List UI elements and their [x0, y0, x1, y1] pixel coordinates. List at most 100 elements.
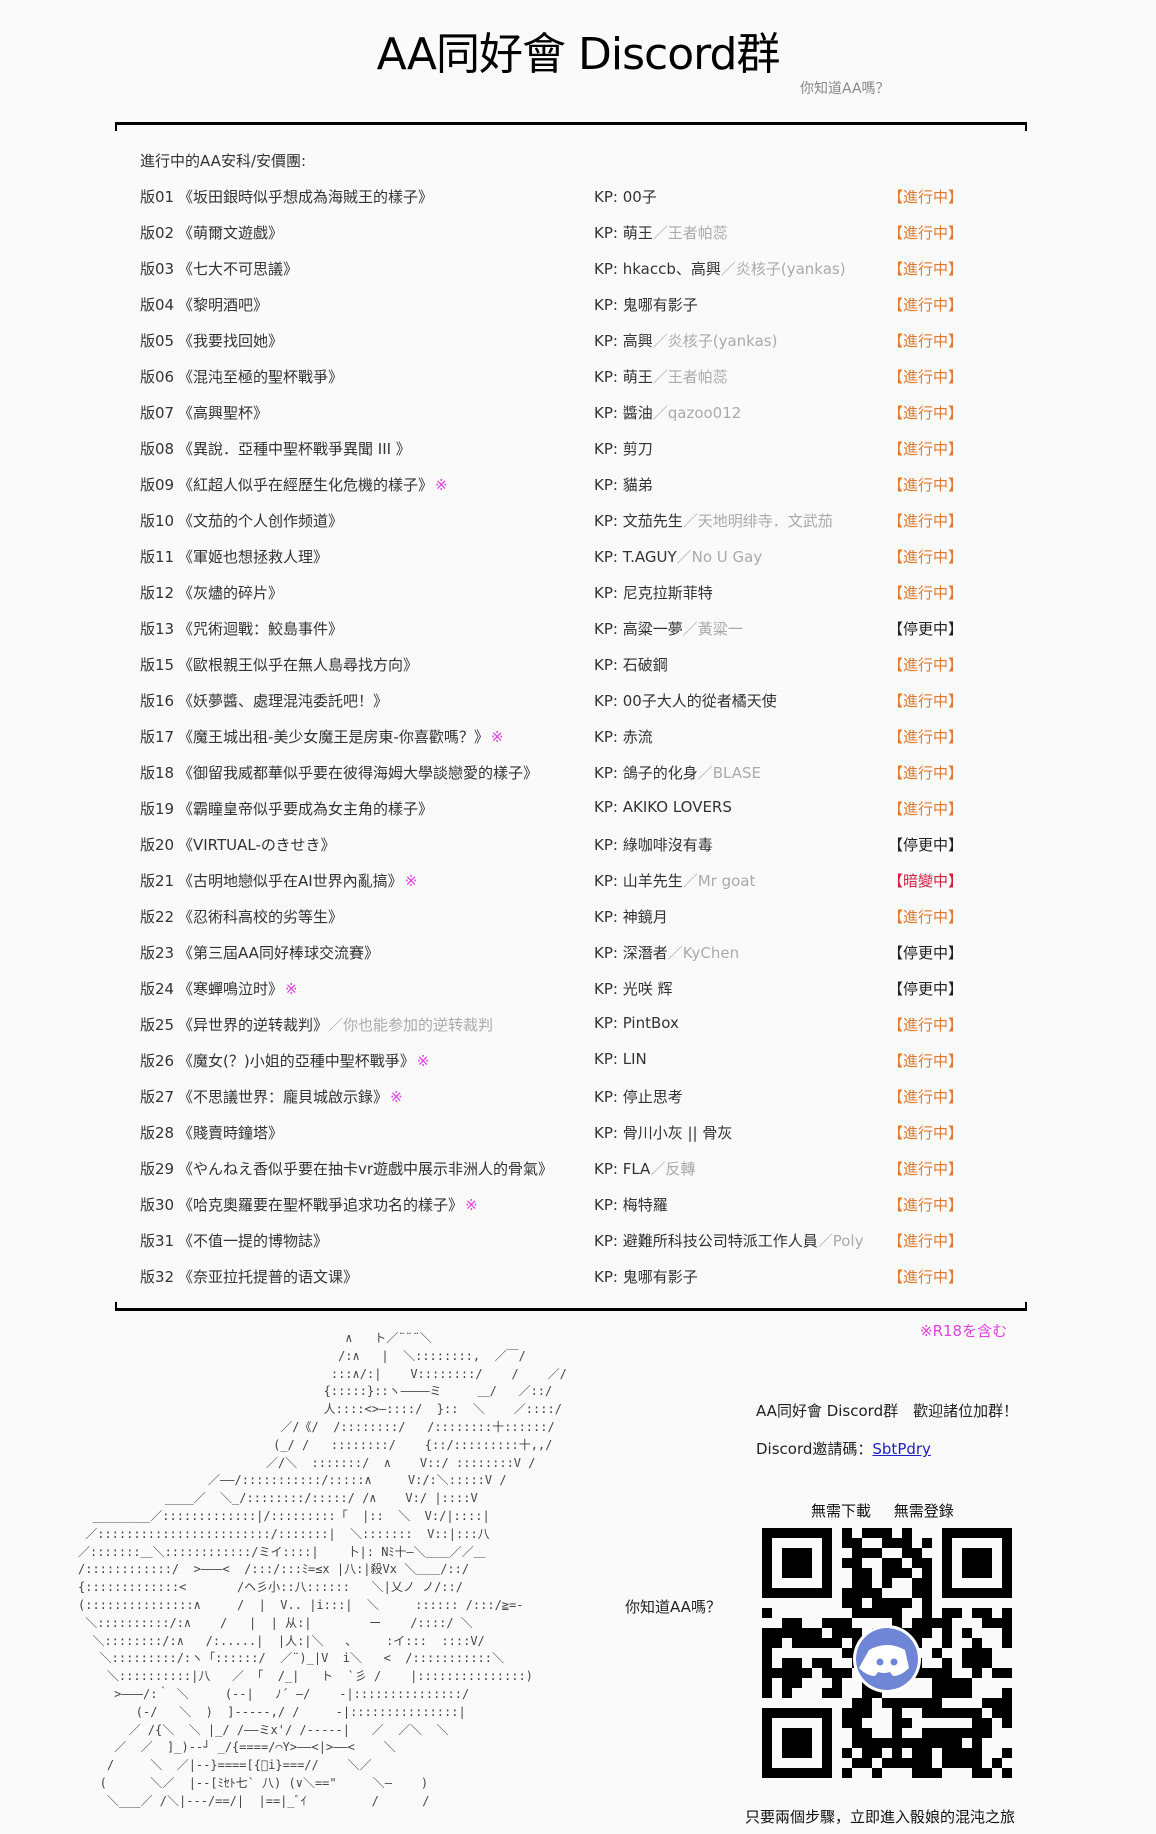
board-number: 版24 — [140, 980, 175, 998]
board-number: 版25 — [140, 1016, 175, 1034]
kp-alt: ／炎核子(yankas) — [720, 260, 846, 278]
status-badge: 【進行中】 — [888, 548, 964, 566]
session-title: 《坂田銀時似乎想成為海賊王的樣子》 — [178, 186, 433, 207]
kp-prefix: KP: — [594, 1232, 623, 1250]
kp-alt: ／Poly — [817, 1232, 864, 1250]
list-item: 版05 《我要找回她》 KP: 高興／炎核子(yankas) 【進行中】 — [140, 330, 990, 354]
kp-cell: KP: 醬油／qazoo012 — [594, 402, 741, 423]
session-title: 《萌爾文遊戲》 — [178, 222, 283, 243]
session-title: 《魔女(？)小姐的亞種中聖杯戰爭》 ※ — [178, 1050, 429, 1071]
kp-cell: KP: 避難所科技公司特派工作人員／Poly — [594, 1230, 863, 1251]
status-badge: 【進行中】 — [888, 692, 964, 710]
board-number: 版26 — [140, 1052, 175, 1070]
kp-prefix: KP: — [594, 440, 623, 458]
kp-cell: KP: 骨川小灰 || 骨灰 — [594, 1122, 732, 1143]
session-title: 《紅超人似乎在經歷生化危機的樣子》 ※ — [178, 474, 448, 495]
kp-name: 山羊先生 — [622, 872, 683, 890]
session-title: 《御留我威都華似乎要在彼得海姆大學談戀愛的樣子》 — [178, 762, 538, 783]
list-item: 版16 《妖夢醬、處理混沌委託吧！》 KP: 00子大人的從者橘天使 【進行中】 — [140, 690, 990, 714]
title-text: 《霸瞳皇帝似乎要成為女主角的樣子》 — [178, 800, 434, 818]
r18-mark: ※ — [285, 980, 298, 998]
kp-cell: KP: PintBox — [594, 1014, 679, 1032]
session-title: 《軍姬也想拯救人理》 — [178, 546, 328, 567]
kp-name: 剪刀 — [622, 440, 653, 458]
list-item: 版10 《文茄的个人创作频道》 KP: 文茄先生／天地明绯寺．文武茄 【進行中】 — [140, 510, 990, 534]
kp-prefix: KP: — [594, 1088, 623, 1106]
kp-cell: KP: 石破鋼 — [594, 654, 668, 675]
kp-alt: ／KyChen — [667, 944, 740, 962]
status-badge: 【進行中】 — [888, 260, 964, 278]
board-number: 版07 — [140, 404, 175, 422]
page-title: AA同好會 Discord群 — [376, 29, 781, 80]
kp-cell: KP: 高興／炎核子(yankas) — [594, 330, 777, 351]
qr-code[interactable] — [762, 1528, 1012, 1794]
status-badge: 【進行中】 — [888, 1160, 964, 1178]
list-item: 版28 《賤賣時鐘塔》 KP: 骨川小灰 || 骨灰 【進行中】 — [140, 1122, 990, 1146]
list-item: 版08 《異說．亞種中聖杯戰爭異聞 III 》 KP: 剪刀 【進行中】 — [140, 438, 990, 462]
kp-alt: ／王者帕蕊 — [652, 368, 728, 386]
title-text: 《坂田銀時似乎想成為海賊王的樣子》 — [178, 188, 434, 206]
list-item: 版31 《不值一提的博物誌》 KP: 避難所科技公司特派工作人員／Poly 【進行中】 — [140, 1230, 990, 1254]
list-item: 版27 《不思議世界：龐貝城啟示錄》 ※ KP: 停止思考 【進行中】 — [140, 1086, 990, 1110]
board-number: 版32 — [140, 1268, 175, 1286]
top-divider-left-cap — [115, 122, 117, 131]
board-number: 版17 — [140, 728, 175, 746]
status-badge: 【停更中】 — [888, 944, 964, 962]
session-title: 《奈亚拉托提普的语文课》 — [178, 1266, 358, 1287]
list-item: 版23 《第三屆AA同好棒球交流賽》 KP: 深潛者／KyChen 【停更中】 — [140, 942, 990, 966]
session-title: 《賤賣時鐘塔》 — [178, 1122, 283, 1143]
board-number: 版18 — [140, 764, 175, 782]
status-badge: 【進行中】 — [888, 476, 964, 494]
bottom-divider-left-cap — [115, 1302, 117, 1311]
title-text: 《混沌至極的聖杯戰爭》 — [178, 368, 344, 386]
kp-prefix: KP: — [594, 1160, 623, 1178]
title-text: 《黎明酒吧》 — [178, 296, 269, 314]
board-number: 版15 — [140, 656, 175, 674]
kp-prefix: KP: — [594, 764, 623, 782]
kp-name: 鬼哪有影子 — [622, 296, 698, 314]
kp-name: AKIKO LOVERS — [622, 798, 732, 816]
kp-cell: KP: 00子大人的從者橘天使 — [594, 690, 777, 711]
list-item: 版17 《魔王城出租-美少女魔王是房東-你喜歡嗎？》 ※ KP: 赤流 【進行中】 — [140, 726, 990, 750]
kp-cell: KP: T.AGUY／No U Gay — [594, 546, 762, 567]
list-item: 版04 《黎明酒吧》 KP: 鬼哪有影子 【進行中】 — [140, 294, 990, 318]
kp-name: 00子大人的從者橘天使 — [622, 692, 777, 710]
session-title: 《不值一提的博物誌》 — [178, 1230, 328, 1251]
kp-name: 停止思考 — [622, 1088, 683, 1106]
board-number: 版10 — [140, 512, 175, 530]
kp-cell: KP: 神鏡月 — [594, 906, 668, 927]
title-text: 《軍姬也想拯救人理》 — [178, 548, 329, 566]
kp-cell: KP: LIN — [594, 1050, 647, 1068]
session-title: 《咒術迴戰：鮫島事件》 — [178, 618, 343, 639]
list-item: 版03 《七大不可思議》 KP: hkaccb、高興／炎核子(yankas) 【進行中… — [140, 258, 990, 282]
status-badge: 【進行中】 — [888, 1196, 964, 1214]
invite-code-link[interactable]: SbtPdry — [872, 1440, 931, 1458]
board-number: 版12 — [140, 584, 175, 602]
list-item: 版11 《軍姬也想拯救人理》 KP: T.AGUY／No U Gay 【進行中】 — [140, 546, 990, 570]
kp-cell: KP: 山羊先生／Mr goat — [594, 870, 755, 891]
session-title: 《我要找回她》 — [178, 330, 283, 351]
board-number: 版23 — [140, 944, 175, 962]
board-number: 版31 — [140, 1232, 175, 1250]
kp-prefix: KP: — [594, 1050, 623, 1068]
board-number: 版21 — [140, 872, 175, 890]
kp-prefix: KP: — [594, 980, 623, 998]
status-badge: 【進行中】 — [888, 764, 964, 782]
r18-mark: ※ — [404, 872, 418, 890]
list-item: 版25 《异世界的逆转裁判》／你也能参加的逆转裁判 KP: PintBox 【進行中】 — [140, 1014, 990, 1038]
kp-alt: ／炎核子(yankas) — [652, 332, 778, 350]
board-number: 版08 — [140, 440, 175, 458]
status-badge: 【進行中】 — [888, 584, 964, 602]
kp-name: 高興 — [622, 332, 653, 350]
qr-heading: 無需下載 無需登錄 — [811, 1502, 954, 1520]
status-badge: 【進行中】 — [888, 908, 964, 926]
kp-alt: ／反轉 — [650, 1160, 696, 1178]
kp-alt: ／BLASE — [697, 764, 761, 782]
board-number: 版03 — [140, 260, 175, 278]
r18-mark: ※ — [435, 476, 448, 494]
title-text: 《古明地戀似乎在AI世界內亂搞》 — [178, 872, 403, 890]
kp-name: 骨川小灰 || 骨灰 — [622, 1124, 733, 1142]
kp-name: 石破鋼 — [622, 656, 668, 674]
kp-cell: KP: 鬼哪有影子 — [594, 1266, 698, 1287]
list-item: 版01 《坂田銀時似乎想成為海賊王的樣子》 KP: 00子 【進行中】 — [140, 186, 990, 210]
